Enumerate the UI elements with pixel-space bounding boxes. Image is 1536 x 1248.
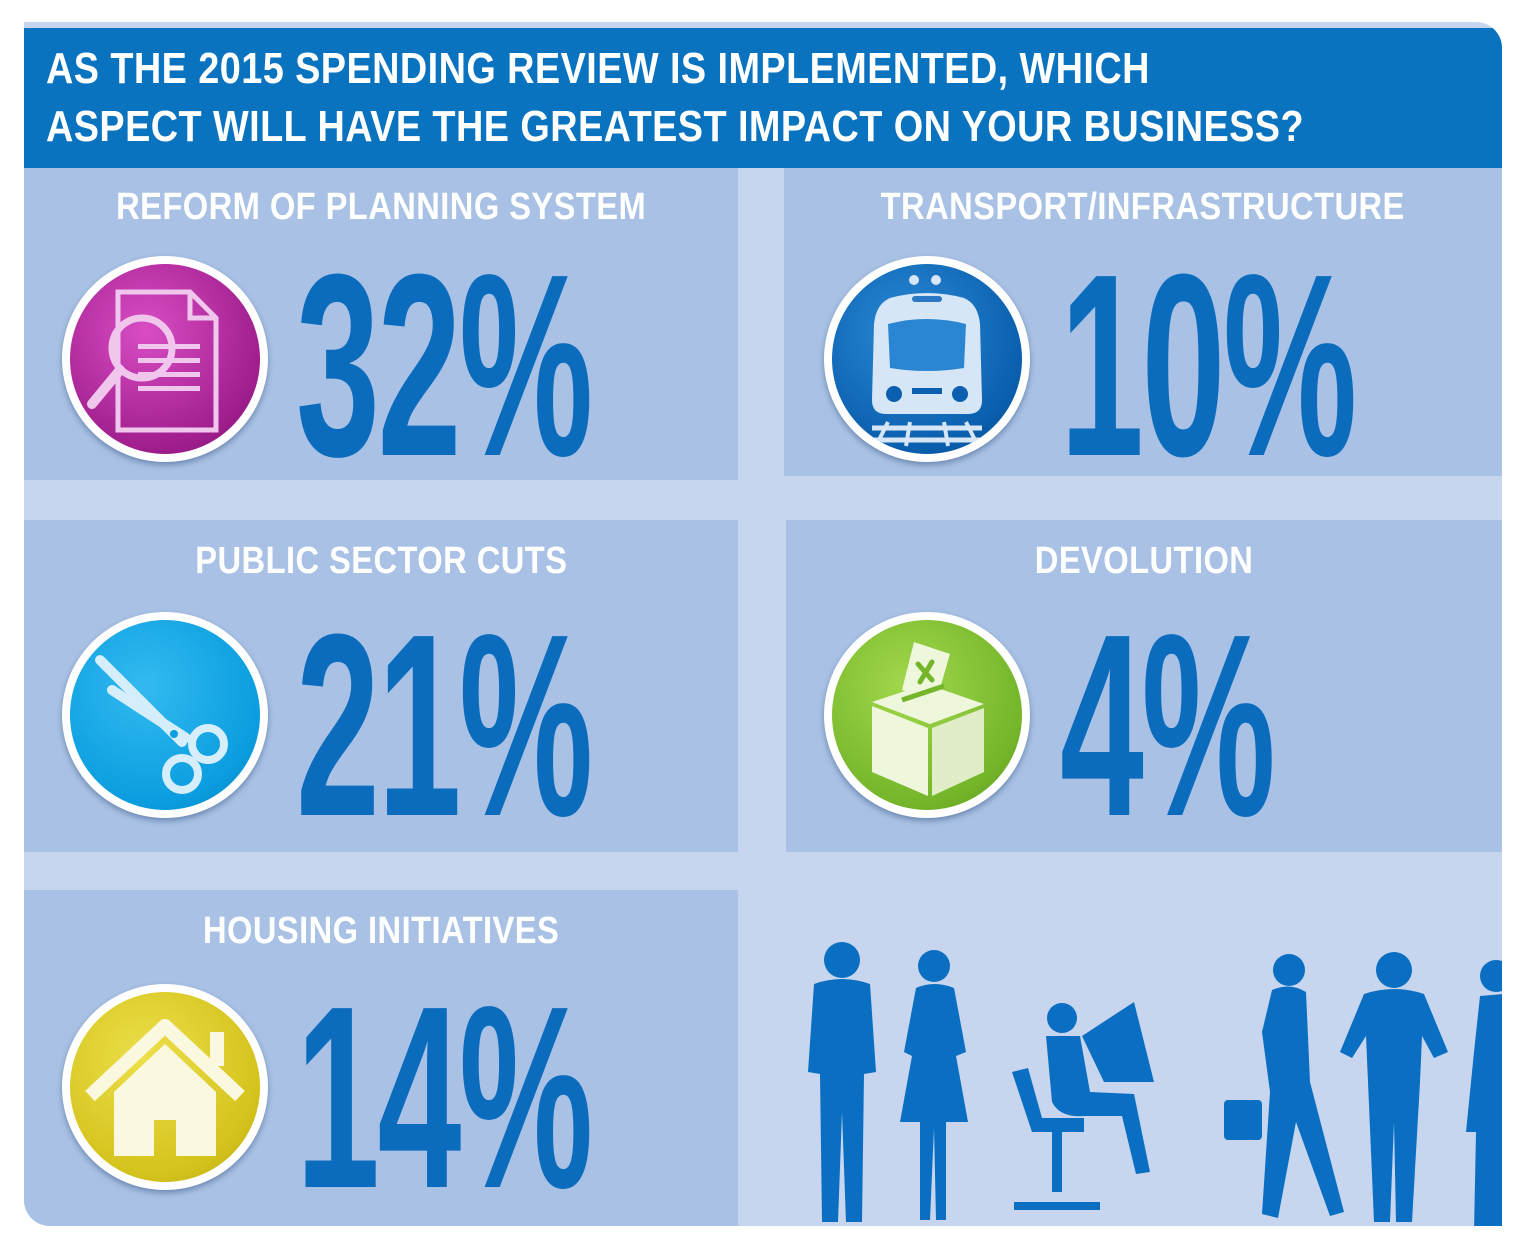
panel-devolution: DEVOLUTION 4%	[786, 520, 1502, 856]
panel-label: DEVOLUTION	[1034, 540, 1254, 582]
people-silhouettes-illustration	[808, 942, 1502, 1226]
icon-badge	[62, 612, 268, 818]
document-magnifier-icon	[87, 289, 219, 433]
percentage-value: 10%	[1060, 221, 1357, 511]
percentage-value: 14%	[296, 953, 593, 1226]
title-line-2: ASPECT WILL HAVE THE GREATEST IMPACT ON …	[46, 102, 1305, 151]
panel-label: HOUSING INITIATIVES	[202, 910, 560, 952]
title-bar: AS THE 2015 SPENDING REVIEW IS IMPLEMENT…	[24, 28, 1502, 168]
scissors-icon	[95, 655, 228, 794]
icon-badge	[824, 256, 1030, 462]
percentage-value: 32%	[296, 221, 593, 511]
panel-label: TRANSPORT/INFRASTRUCTURE	[880, 186, 1406, 228]
panel-housing: HOUSING INITIATIVES 14%	[24, 890, 738, 1226]
walking-woman-silhouette	[1224, 954, 1344, 1218]
panel-label: REFORM OF PLANNING SYSTEM	[115, 186, 646, 228]
man-silhouette-2	[1340, 952, 1448, 1222]
percentage-value: 21%	[296, 581, 593, 871]
infographic-frame: AS THE 2015 SPENDING REVIEW IS IMPLEMENT…	[24, 22, 1502, 1226]
percentage-value: 4%	[1060, 581, 1276, 871]
icon-badge	[62, 984, 268, 1190]
title-line-1: AS THE 2015 SPENDING REVIEW IS IMPLEMENT…	[46, 44, 1150, 93]
panel-transport: TRANSPORT/INFRASTRUCTURE 10%	[784, 168, 1502, 496]
icon-badge	[824, 612, 1030, 818]
house-icon	[85, 1019, 245, 1156]
panel-planning: REFORM OF PLANNING SYSTEM 32%	[24, 168, 738, 496]
seated-woman-silhouette	[1012, 1002, 1154, 1210]
woman-silhouette-2	[1466, 960, 1502, 1226]
woman-silhouette-1	[900, 950, 968, 1220]
man-silhouette-1	[808, 942, 876, 1222]
train-icon	[862, 275, 992, 447]
panel-public-sector: PUBLIC SECTOR CUTS 21%	[24, 520, 738, 856]
icon-badge	[62, 256, 268, 462]
ballot-box-icon	[872, 642, 984, 796]
panel-label: PUBLIC SECTOR CUTS	[194, 540, 568, 582]
